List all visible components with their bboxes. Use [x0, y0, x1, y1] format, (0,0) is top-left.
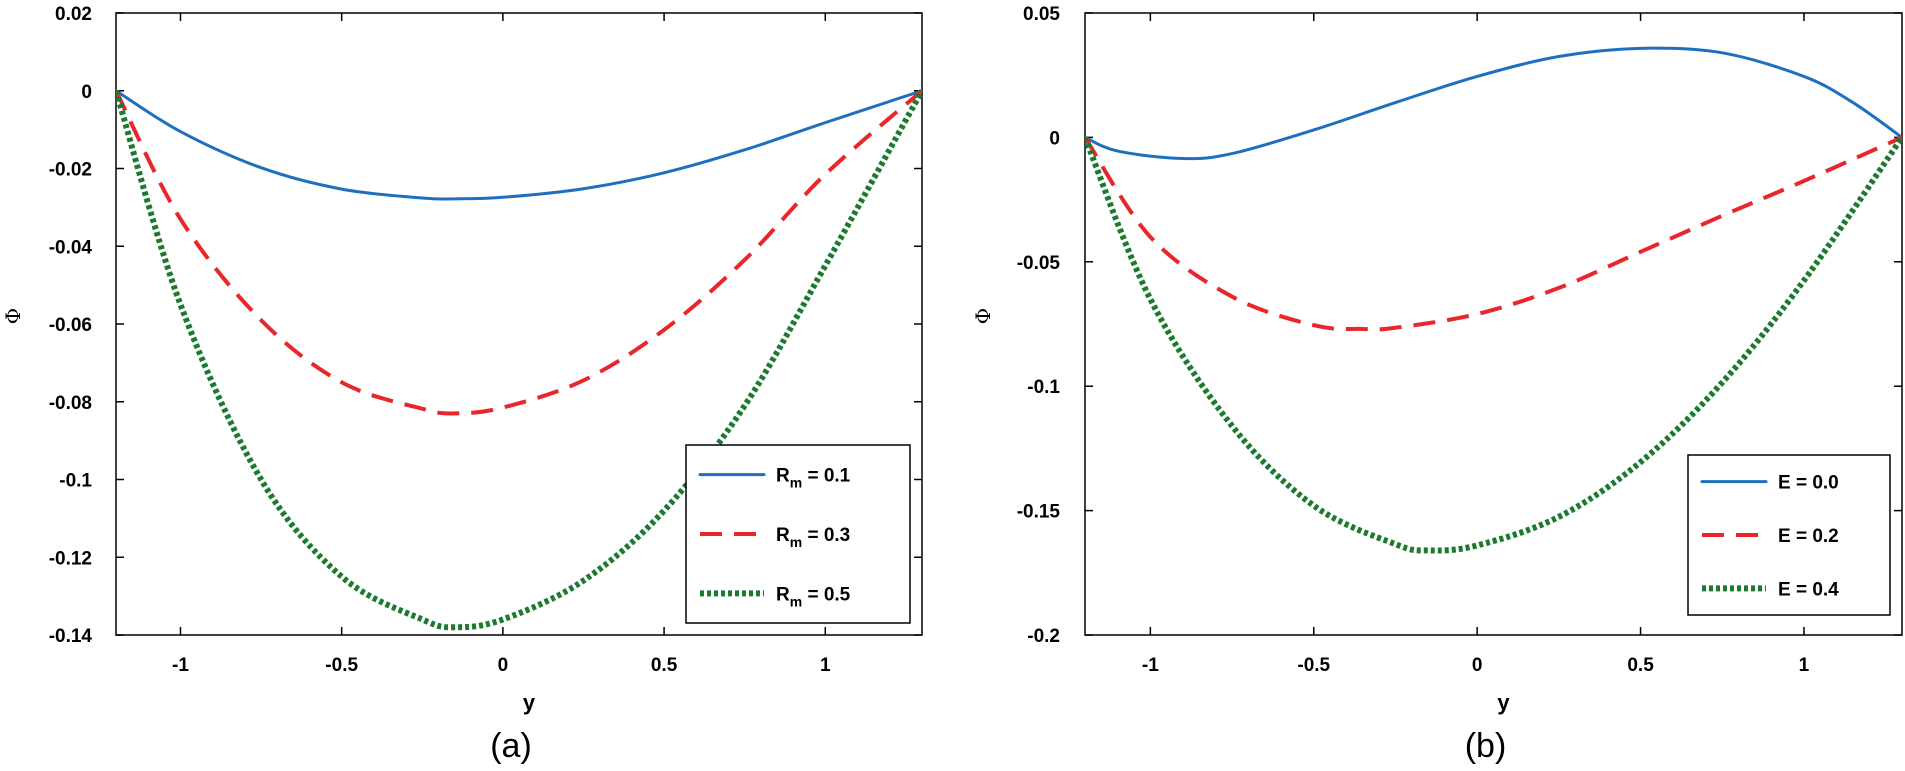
series-line-solid	[1085, 46, 1902, 161]
y-tick-label: -0.06	[49, 315, 92, 336]
y-tick-label: -0.1	[59, 471, 92, 492]
panel-label: (b)	[1465, 727, 1507, 765]
axes-box-b	[1084, 12, 1903, 636]
x-tick-label: 0.5	[1627, 655, 1654, 676]
legend-label: E = 0.4	[1778, 579, 1839, 600]
x-tick-label: -1	[172, 655, 189, 676]
legend-label: E = 0.2	[1778, 526, 1839, 547]
y-tick-label: -0.04	[49, 237, 93, 258]
panel-label: (a)	[490, 727, 532, 765]
panel-b: -1 -0.5 0 0.5 1 0.05 0 -0.05 -0.1 -0.15 -0.2 y Φ (b) E…	[971, 4, 1903, 765]
series-line-dotted	[116, 89, 922, 631]
legend-label-main: R	[776, 525, 790, 546]
y-tick-label: -0.02	[49, 160, 92, 181]
y-tick-label: -0.15	[1017, 502, 1061, 523]
x-axis-label: y	[523, 690, 536, 715]
x-tick-label: -1	[1142, 655, 1159, 676]
series-line-dotted	[1085, 135, 1902, 554]
y-tick-label: 0	[81, 82, 92, 103]
legend-label-main: E = 0.0	[1778, 473, 1839, 494]
legend-label: Rm = 0.3	[776, 525, 850, 550]
x-tick-label: 1	[820, 655, 831, 676]
x-axis-label: y	[1497, 690, 1510, 715]
x-tick-label: 0	[498, 655, 509, 676]
y-tick-label: -0.2	[1027, 626, 1060, 647]
legend-label-value: = 0.5	[802, 584, 850, 605]
legend-label: E = 0.0	[1778, 473, 1839, 494]
x-tick-label: 0	[1472, 655, 1483, 676]
legend-label-subscript: m	[790, 475, 802, 491]
x-tick-label: -0.5	[1297, 655, 1330, 676]
y-tick-label: 0.05	[1023, 4, 1060, 25]
legend-label-main: E = 0.4	[1778, 579, 1839, 600]
y-axis-label: Φ	[971, 308, 995, 324]
series-line-solid	[116, 89, 922, 201]
legend-label-value: = 0.3	[802, 525, 850, 546]
legend-label-value: = 0.1	[802, 466, 850, 487]
y-tick-label: 0.02	[55, 4, 92, 25]
x-tick-label: 1	[1799, 655, 1810, 676]
y-axis-label: Φ	[1, 308, 25, 324]
x-tick-label: -0.5	[325, 655, 358, 676]
legend-label-main: R	[776, 584, 790, 605]
y-tick-label: -0.14	[49, 626, 93, 647]
series-line-dashed	[116, 89, 922, 416]
legend-label-main: R	[776, 466, 790, 487]
legend-label: Rm = 0.1	[776, 466, 851, 491]
y-tick-label: -0.12	[49, 548, 92, 569]
x-tick-label: 0.5	[651, 655, 678, 676]
legend-label-subscript: m	[790, 593, 802, 609]
series-line-dashed	[1085, 135, 1902, 332]
panel-a: -1 -0.5 0 0.5 1 0.02 0 -0.02 -0.04 -0.06 -0.08 -0.1…	[1, 4, 923, 765]
y-tick-label: 0	[1049, 128, 1060, 149]
legend-label-main: E = 0.2	[1778, 526, 1839, 547]
y-tick-label: -0.1	[1027, 377, 1060, 398]
y-tick-label: -0.05	[1017, 253, 1061, 274]
legend-label-subscript: m	[790, 534, 802, 550]
y-tick-label: -0.08	[49, 393, 92, 414]
legend-label: Rm = 0.5	[776, 584, 851, 609]
